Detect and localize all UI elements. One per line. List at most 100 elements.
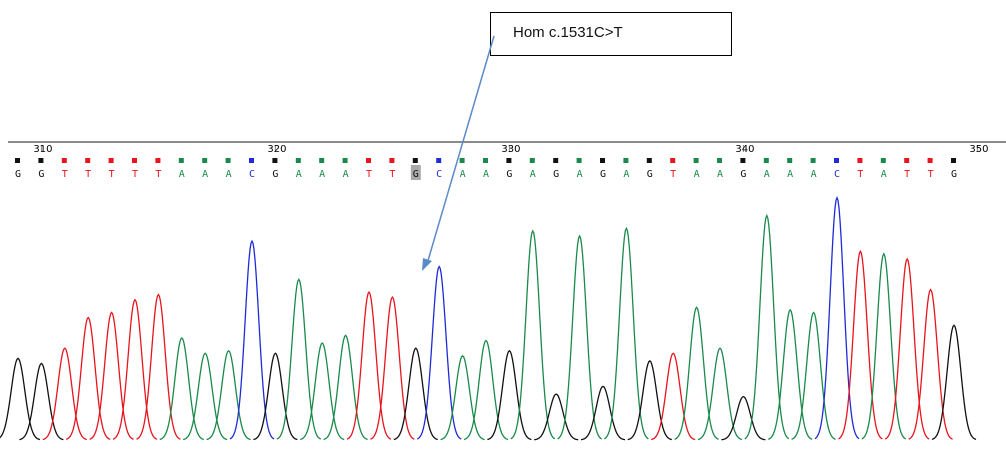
trace-peak [651,352,696,441]
base-quality-marker [553,158,559,163]
base-call: T [670,169,676,180]
base-call: T [389,169,395,180]
base-quality-marker [342,158,348,163]
base-quality-marker [225,158,231,163]
trace-peak [136,293,181,440]
base-call: G [272,169,278,180]
trace-peak [206,349,251,441]
trace-peak [697,347,743,441]
base-quality-marker [178,158,184,163]
base-call: G [413,169,419,180]
base-quality-marker [459,158,465,163]
trace-peak [112,298,158,440]
base-call: C [249,169,255,180]
position-label: 350 [969,144,988,155]
base-call: T [904,169,910,180]
base-quality-marker [623,158,629,163]
trace-peak [19,362,64,441]
trace-peak [557,234,602,440]
base-call: A [179,169,185,180]
base-call: G [506,169,512,180]
base-call: A [694,169,700,180]
position-ruler: 310 320 330 340 350 [33,144,988,155]
trace-peak [627,360,672,441]
base-call: A [717,169,723,180]
base-quality-marker [740,158,746,163]
base-quality-marker [834,158,839,163]
trace-peak [370,296,415,440]
base-quality-marker [693,158,699,163]
base-call: A [881,169,887,180]
base-quality-marker [61,158,67,163]
trace-lines [0,195,977,441]
base-quality-marker [763,158,769,163]
base-quality-marker [576,158,582,163]
trace-peak [767,308,813,440]
base-call: C [436,169,442,180]
base-quality-marker [787,158,793,163]
base-quality-marker [38,158,44,163]
base-quality-marker [600,158,605,163]
mutation-annotation-text: Hom c.1531C>T [513,24,623,41]
base-quality-marker [132,158,137,163]
base-call: A [764,169,770,180]
base-call: T [366,169,372,180]
base-call: G [553,169,559,180]
base-call: A [460,169,466,180]
trace-peak [884,257,930,440]
trace-peak [229,239,275,440]
base-quality-marker [810,158,816,163]
base-quality-marker [717,158,722,163]
base-call: T [155,169,161,180]
base-quality-marker [15,158,20,163]
trace-peak [183,352,228,441]
base-quality-marker [366,158,371,163]
trace-peak [931,324,977,441]
trace-peak [159,337,205,441]
trace-peak [814,195,860,440]
base-quality-marker [249,158,254,163]
base-quality-marker [272,158,278,163]
base-quality-marker [857,158,863,163]
base-call: G [38,169,44,180]
trace-peak [66,316,111,440]
base-call: A [319,169,325,180]
base-quality-marker [880,158,886,163]
base-call: T [85,169,91,180]
trace-peak [838,249,883,440]
trace-peak [674,306,719,440]
base-call: T [132,169,138,180]
base-call: A [226,169,232,180]
trace-peak [300,342,345,441]
trace-peak [89,311,134,440]
base-quality-marker [412,158,418,163]
base-call: T [62,169,68,180]
base-quality-marker [927,158,933,163]
trace-peak [510,229,556,440]
base-quality-marker [155,158,161,163]
trace-peak [42,347,87,441]
base-quality-marker [319,158,325,163]
trace-peak [744,213,790,440]
trace-peak [323,334,368,441]
base-call: A [296,169,302,180]
base-call: G [740,169,746,180]
base-call: A [202,169,208,180]
base-quality-marker [85,158,91,163]
base-quality-marker [670,158,676,163]
trace-peak [604,226,649,440]
base-quality-marker [904,158,910,163]
position-label: 340 [735,144,754,155]
trace-peak [534,393,579,441]
base-call: A [530,169,536,180]
base-call: A [787,169,793,180]
trace-peak [580,385,626,441]
base-quality-marker [389,158,395,163]
base-quality-marker [483,158,488,163]
base-call: G [647,169,653,180]
base-call: A [577,169,583,180]
trace-peak [463,339,509,441]
base-call: C [834,169,840,180]
trace-peak [393,347,438,441]
